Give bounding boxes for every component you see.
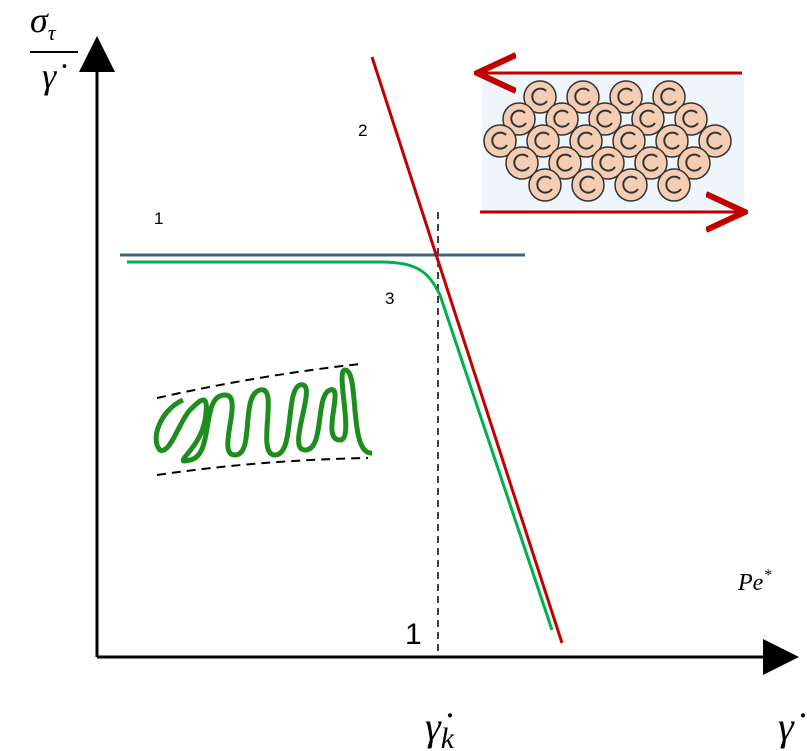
curve-2 — [370, 56, 564, 644]
rotation-arrow — [622, 175, 639, 194]
particle — [545, 102, 579, 136]
rotation-arrow — [579, 175, 596, 194]
rotation-arrow — [682, 109, 699, 128]
tube-top — [156, 363, 361, 399]
particle — [548, 146, 582, 180]
pe-label: Pe* — [737, 567, 771, 596]
rotation-arrow — [553, 109, 570, 128]
particles — [483, 80, 732, 202]
curve-label: 3 — [385, 289, 394, 308]
rotation-arrow — [491, 131, 508, 150]
particle — [674, 102, 708, 136]
particle — [591, 146, 625, 180]
label: σ — [30, 0, 49, 40]
rotation-arrow — [685, 153, 702, 172]
rotation-arrow — [534, 131, 551, 150]
particle — [652, 80, 686, 114]
rotation-arrow — [510, 109, 527, 128]
x-axis-label: γ̇ — [778, 704, 806, 749]
critical-rate: γ̇k — [425, 704, 455, 751]
y-numerator: στ — [30, 0, 57, 45]
polymer-chain — [153, 367, 373, 464]
particle — [612, 124, 646, 158]
tube-bottom — [156, 457, 369, 476]
rotation-arrow — [531, 87, 548, 106]
particle — [505, 146, 539, 180]
rotation-arrow — [617, 87, 634, 106]
rotation-arrow — [706, 131, 723, 150]
rotation-arrow — [596, 109, 613, 128]
label: k — [441, 722, 455, 751]
label: τ — [48, 20, 57, 45]
particle — [655, 124, 689, 158]
rotation-arrow — [663, 131, 680, 150]
particle — [657, 168, 691, 202]
particle — [523, 80, 557, 114]
particle — [588, 102, 622, 136]
y-denominator: γ̇ — [42, 56, 67, 96]
particle — [614, 168, 648, 202]
rotation-arrow — [599, 153, 616, 172]
rotation-arrow — [577, 131, 594, 150]
label: Pe — [737, 570, 764, 596]
curve-label: 1 — [154, 209, 163, 228]
particle — [609, 80, 643, 114]
rotation-arrow — [660, 87, 677, 106]
rotation-arrow — [574, 87, 591, 106]
particle — [566, 80, 600, 114]
particle — [528, 168, 562, 202]
particle — [483, 124, 517, 158]
rotation-arrow — [639, 109, 656, 128]
rotation-arrow — [513, 153, 530, 172]
curve-label: 2 — [358, 121, 367, 140]
particle — [571, 168, 605, 202]
curve-3 — [127, 260, 554, 631]
rotation-arrow — [536, 175, 553, 194]
particle — [698, 124, 732, 158]
rotation-arrow — [665, 175, 682, 194]
particle — [569, 124, 603, 158]
rotation-arrow — [620, 131, 637, 150]
unit-mark: 1 — [405, 618, 422, 651]
rotation-arrow — [642, 153, 659, 172]
particle — [526, 124, 560, 158]
label: * — [763, 567, 771, 584]
particle — [677, 146, 711, 180]
rotation-arrow — [556, 153, 573, 172]
particle — [631, 102, 665, 136]
particle — [502, 102, 536, 136]
particle — [634, 146, 668, 180]
